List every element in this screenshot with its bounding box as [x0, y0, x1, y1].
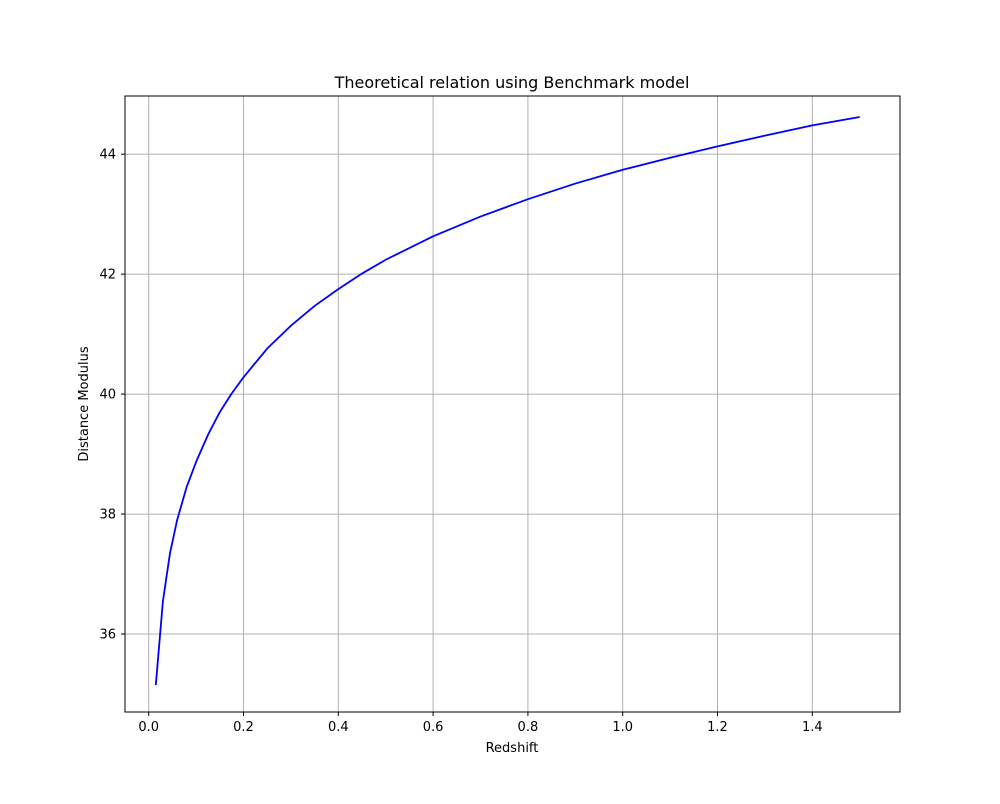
series-layer — [154, 116, 860, 686]
series-line — [154, 116, 860, 686]
chart-title: Theoretical relation using Benchmark mod… — [334, 73, 690, 92]
y-tick-label: 44 — [99, 148, 116, 163]
x-tick-label: 0.2 — [233, 720, 254, 735]
x-tick-label: 0.4 — [328, 720, 349, 735]
y-axis: 36 38 40 42 44 — [99, 148, 125, 643]
y-tick-label: 38 — [99, 508, 116, 523]
x-tick-label: 1.4 — [802, 720, 823, 735]
plot-frame — [124, 95, 901, 713]
grid — [125, 96, 900, 712]
x-tick-label: 0.0 — [138, 720, 159, 735]
x-tick-label: 0.8 — [518, 720, 539, 735]
x-axis-label: Redshift — [486, 741, 539, 756]
y-axis-label: Distance Modulus — [77, 346, 92, 461]
x-tick-label: 1.0 — [612, 720, 633, 735]
y-tick-label: 36 — [99, 628, 116, 643]
x-tick-label: 0.6 — [423, 720, 444, 735]
y-tick-label: 42 — [99, 268, 116, 283]
x-axis: 0.0 0.2 0.4 0.6 0.8 1.0 1.2 1.4 — [138, 712, 823, 735]
y-tick-label: 40 — [99, 388, 116, 403]
x-tick-label: 1.2 — [707, 720, 728, 735]
